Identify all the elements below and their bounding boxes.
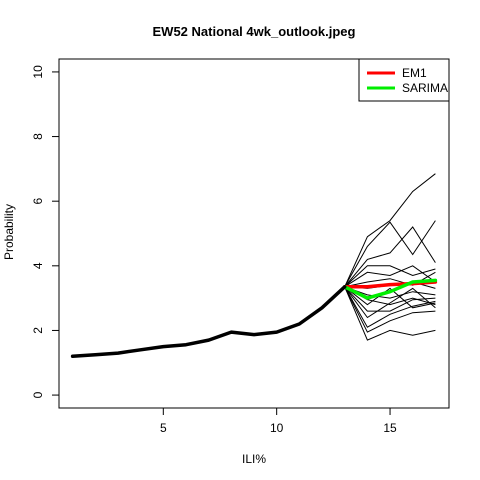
ensemble-line bbox=[344, 286, 436, 328]
history-line bbox=[70, 285, 347, 359]
forecast-series bbox=[342, 278, 438, 300]
ensemble-line bbox=[344, 286, 436, 299]
ensemble-line bbox=[344, 265, 436, 288]
y-tick-label: 2 bbox=[31, 327, 45, 334]
x-axis-label: ILI% bbox=[242, 452, 266, 466]
ensemble-line bbox=[344, 286, 436, 319]
ensemble-line bbox=[344, 286, 436, 333]
y-axis-label: Probability bbox=[2, 204, 16, 260]
legend-label-em1: EM1 bbox=[402, 66, 427, 80]
axes: 5 10 15 0 2 4 6 8 10 bbox=[31, 65, 397, 435]
ensemble-line bbox=[344, 286, 436, 341]
y-tick-label: 4 bbox=[31, 262, 45, 269]
legend-label-sarima: SARIMA bbox=[402, 81, 448, 95]
ensemble-line bbox=[344, 286, 436, 309]
chart-title: EW52 National 4wk_outlook.jpeg bbox=[153, 24, 356, 39]
ensemble-line bbox=[344, 220, 436, 288]
ensemble-line bbox=[344, 265, 436, 288]
plot-frame bbox=[58, 58, 450, 409]
ensemble-line bbox=[344, 226, 436, 288]
history-series bbox=[70, 285, 347, 359]
x-tick-label: 15 bbox=[383, 421, 397, 435]
y-tick-label: 10 bbox=[31, 65, 45, 79]
ensemble-line bbox=[344, 286, 436, 312]
y-tick-label: 6 bbox=[31, 198, 45, 205]
x-tick-label: 10 bbox=[270, 421, 284, 435]
ensemble-line bbox=[344, 173, 436, 288]
x-tick-label: 5 bbox=[160, 421, 167, 435]
y-tick-label: 8 bbox=[31, 133, 45, 140]
series-line-sarima bbox=[342, 278, 438, 300]
legend: EM1 SARIMA bbox=[358, 58, 450, 102]
legend-box bbox=[358, 58, 450, 102]
y-tick-label: 0 bbox=[31, 391, 45, 398]
